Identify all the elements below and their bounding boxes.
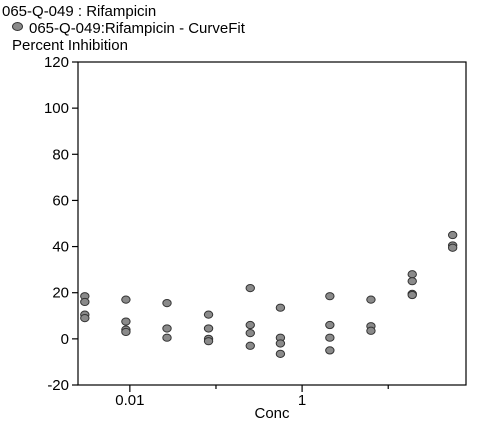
data-point	[80, 297, 90, 307]
legend-marker-icon	[12, 22, 23, 31]
legend-entry: 065-Q-049:Rifampicin - CurveFit	[12, 20, 245, 37]
data-point	[447, 243, 458, 252]
data-point	[245, 341, 255, 350]
legend-label: 065-Q-049:Rifampicin - CurveFit	[29, 20, 245, 37]
data-point	[121, 327, 131, 337]
data-point	[407, 270, 417, 279]
data-point	[407, 277, 417, 286]
data-point	[447, 230, 458, 240]
plot-frame	[77, 61, 467, 386]
y-tick-label: 20	[52, 285, 69, 302]
chart-title: 065-Q-049 : Rifampicin	[2, 3, 157, 20]
data-point	[407, 290, 417, 300]
data-point	[245, 328, 255, 338]
data-point	[325, 333, 335, 342]
data-point	[121, 317, 131, 326]
x-tick-label: 0.01	[115, 392, 144, 409]
data-point	[325, 320, 335, 330]
data-point	[162, 333, 172, 342]
x-axis-label: Conc	[254, 405, 290, 421]
data-point	[162, 324, 172, 333]
axes	[77, 61, 467, 386]
y-axis-ticks: -20 0 20 40 60 80 100 120	[44, 54, 78, 394]
data-point	[275, 339, 286, 348]
data-point	[366, 295, 376, 304]
data-point	[325, 346, 335, 355]
data-point	[203, 310, 214, 319]
data-point	[80, 313, 90, 323]
y-tick-label: 80	[52, 146, 69, 163]
data-point	[121, 295, 131, 304]
y-tick-label: 120	[44, 54, 69, 71]
data-point	[275, 303, 286, 312]
y-tick-label: 40	[52, 239, 69, 256]
data-point	[275, 349, 286, 358]
x-axis-ticks: 0.01 1	[115, 385, 389, 409]
y-tick-label: -20	[47, 377, 69, 394]
y-tick-label: 0	[61, 331, 69, 348]
data-point	[245, 320, 255, 330]
data-point	[366, 326, 376, 335]
data-points	[80, 230, 458, 358]
data-point	[203, 324, 214, 333]
y-tick-label: 100	[44, 100, 69, 117]
y-tick-label: 60	[52, 192, 69, 209]
data-point	[203, 337, 214, 346]
data-point	[245, 284, 255, 293]
data-point	[162, 298, 172, 308]
x-tick-label: 1	[298, 392, 306, 409]
data-point	[325, 292, 335, 301]
y-axis-label: Percent Inhibition	[12, 37, 128, 54]
